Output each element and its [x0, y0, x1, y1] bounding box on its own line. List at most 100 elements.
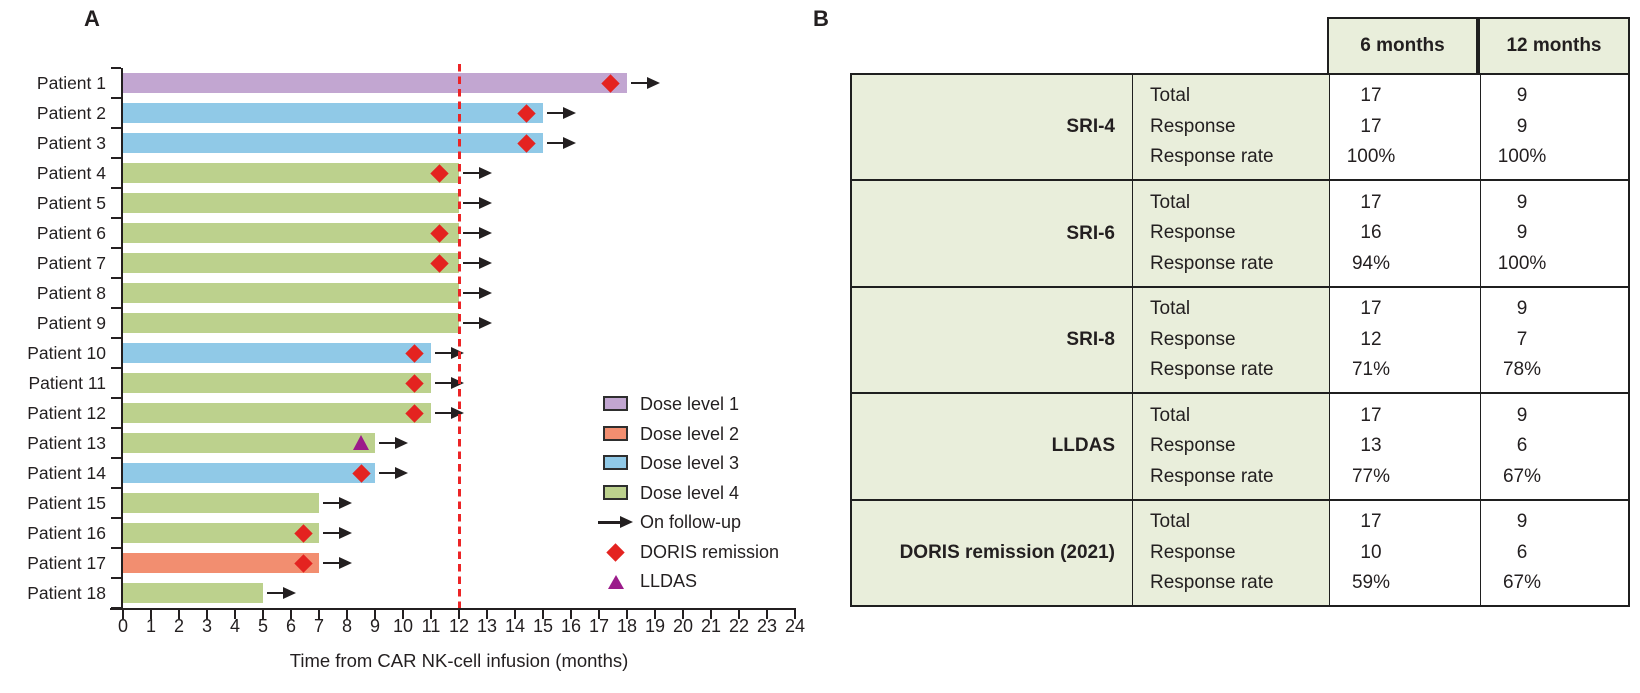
dose-swatch-icon	[603, 396, 628, 411]
x-axis-tick	[653, 610, 657, 620]
x-axis-tick-label: 23	[756, 616, 778, 636]
x-axis-tick-label: 22	[728, 616, 750, 636]
followup-arrow-shaft	[435, 381, 451, 385]
dose-swatch-icon	[603, 425, 628, 441]
value-text: 9	[1516, 115, 1528, 137]
value-text: 9	[1516, 404, 1528, 426]
patient-label: Patient 2	[36, 103, 106, 123]
x-axis-tick-label: 19	[644, 616, 666, 636]
twelve-month-value-cell: 9 7 78%	[1480, 287, 1628, 393]
value-text: 9	[1516, 85, 1528, 107]
followup-arrow-head	[563, 136, 576, 149]
twelve-month-value-cell: 9 9 100%	[1480, 75, 1628, 180]
y-axis-tick	[111, 546, 121, 550]
followup-arrowhead-icon	[620, 516, 633, 528]
patient-label: Patient 16	[27, 523, 106, 543]
table-row-group: SRI-4 Total Response Response rate 17 17 100% 9…	[852, 75, 1628, 180]
value-text: 17	[1360, 298, 1382, 320]
value-text: 100%	[1497, 146, 1547, 168]
swatch-legend-icon	[598, 479, 635, 509]
patient-label: Patient 9	[36, 313, 106, 333]
panel-b-label: B	[813, 6, 829, 31]
table-row-group: SRI-6 Total Response Response rate 17 16 94% 9 9…	[852, 179, 1628, 286]
legend-label: Dose level 1	[640, 394, 740, 415]
value-text: 6	[1516, 435, 1528, 457]
column-header-12-months: 12 months	[1478, 17, 1630, 73]
followup-arrow-head	[479, 196, 492, 209]
twelve-month-value: 100%	[1481, 142, 1628, 173]
dose-bar	[123, 373, 431, 393]
legend-label: DORIS remission	[640, 541, 780, 562]
patient-label: Patient 5	[36, 193, 106, 213]
followup-arrow-shaft	[547, 141, 563, 145]
dose-bar	[123, 133, 543, 153]
y-axis-tick	[111, 306, 121, 310]
dose-bar	[123, 583, 263, 603]
six-month-value: 100%	[1330, 142, 1480, 173]
six-month-value: 17	[1330, 401, 1480, 432]
column-header-6-months: 6 months	[1327, 17, 1478, 73]
row-group-label: DORIS remission (2021)	[852, 500, 1132, 606]
six-month-value: 17	[1330, 188, 1480, 219]
metric-name: Response rate	[1150, 572, 1274, 594]
metric-name: Response rate	[1150, 359, 1274, 381]
legend-label: Dose level 4	[640, 482, 740, 503]
metric-name-cell: Total Response Response rate	[1132, 75, 1329, 180]
legend-label: Dose level 2	[640, 423, 740, 444]
y-axis-tick	[111, 126, 121, 130]
six-month-value-cell: 17 13 77%	[1329, 394, 1480, 499]
legend-item: LLDAS	[598, 567, 697, 597]
x-axis-tick-label: 6	[285, 616, 296, 636]
x-axis-tick	[597, 610, 601, 620]
twelve-month-value: 9	[1481, 401, 1628, 432]
legend-item: DORIS remission	[598, 538, 779, 568]
x-axis-tick-label: 17	[588, 616, 610, 636]
legend-item: Dose level 3	[598, 449, 739, 479]
followup-arrow-head	[479, 226, 492, 239]
dose-bar	[123, 283, 459, 303]
x-axis-tick	[765, 610, 769, 620]
swatch-legend-icon	[598, 449, 635, 479]
followup-arrow-icon	[598, 521, 620, 524]
patient-label: Patient 10	[27, 343, 106, 363]
value-text: 59%	[1351, 572, 1391, 594]
metric-name: Response rate	[1150, 146, 1274, 168]
row-group-label: SRI-6	[852, 181, 1132, 286]
x-axis-tick-label: 0	[117, 616, 128, 636]
twelve-month-value-cell: 9 9 100%	[1480, 181, 1628, 286]
metric-name: Response	[1150, 541, 1236, 563]
value-text: 67%	[1502, 465, 1542, 487]
twelve-month-value: 9	[1481, 188, 1628, 219]
six-month-value: 17	[1330, 112, 1480, 143]
patient-label: Patient 7	[36, 253, 106, 273]
x-axis-tick	[233, 610, 237, 620]
x-axis-title: Time from CAR NK-cell infusion (months)	[289, 650, 629, 671]
x-axis-tick-label: 18	[616, 616, 638, 636]
table-body: SRI-4 Total Response Response rate 17 17 100% 9…	[850, 73, 1630, 607]
six-month-value: 12	[1330, 325, 1480, 356]
lldas-marker	[352, 435, 369, 450]
x-axis-tick-label: 7	[313, 616, 324, 636]
metric-name: Response rate	[1150, 465, 1274, 487]
twelve-month-value: 67%	[1481, 568, 1628, 599]
legend-item: Dose level 1	[598, 390, 739, 420]
twelve-month-value: 6	[1481, 538, 1628, 569]
x-axis-tick-label: 14	[504, 616, 526, 636]
table-row-group: SRI-8 Total Response Response rate 17 12 71% 9 7…	[852, 285, 1628, 393]
y-axis-tick	[111, 96, 121, 100]
metric-name: Total	[1150, 85, 1191, 107]
followup-arrow-head	[339, 526, 352, 539]
value-text: 100%	[1346, 146, 1396, 168]
six-month-value: 13	[1330, 431, 1480, 462]
followup-arrow-shaft	[323, 501, 339, 505]
panel-a-label: A	[84, 6, 100, 31]
value-text: 9	[1516, 191, 1528, 213]
y-axis-tick	[111, 276, 121, 280]
twelve-month-value: 6	[1481, 431, 1628, 462]
legend-label: Dose level 3	[640, 453, 740, 474]
patient-label: Patient 13	[27, 433, 106, 453]
followup-arrow-shaft	[323, 561, 339, 565]
six-month-value: 17	[1330, 507, 1480, 538]
legend-item: Dose level 4	[598, 479, 739, 509]
dose-bar	[123, 433, 375, 453]
